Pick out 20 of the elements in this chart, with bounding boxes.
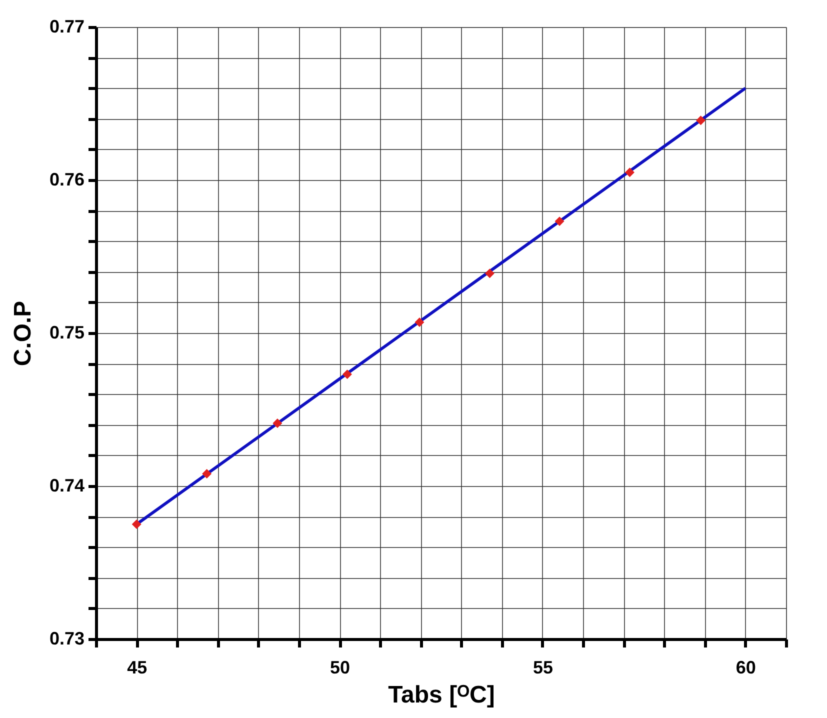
point <box>342 370 352 380</box>
y-tick-label: 0.76 <box>49 170 84 190</box>
y-axis-title: C.O.P <box>9 300 36 366</box>
y-tick-label: 0.75 <box>49 322 84 342</box>
x-tick-label: 45 <box>127 658 148 678</box>
point <box>696 116 706 126</box>
x-tick-label: 55 <box>532 658 553 678</box>
point <box>132 520 142 529</box>
y-tick-label: 0.77 <box>49 16 84 36</box>
point <box>202 469 212 479</box>
point <box>484 268 494 278</box>
y-tick-label: 0.74 <box>49 476 84 496</box>
x-axis-title: Tabs [ᴼC] <box>388 682 495 708</box>
point <box>624 168 634 178</box>
x-tick-label: 60 <box>736 658 756 678</box>
point <box>272 418 282 428</box>
point <box>554 216 564 226</box>
point <box>414 318 424 328</box>
x-tick-label: 50 <box>330 658 350 678</box>
y-tick-label: 0.73 <box>49 628 84 648</box>
